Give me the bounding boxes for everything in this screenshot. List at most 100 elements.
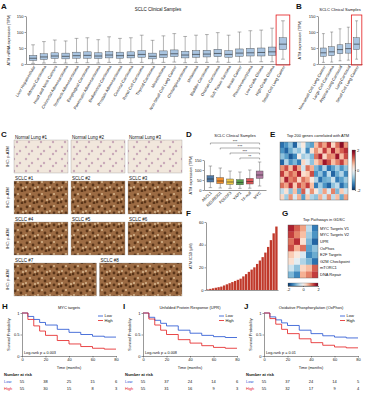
survival-curve	[143, 313, 237, 348]
bar	[231, 282, 233, 290]
whisker-cap	[259, 61, 263, 62]
cell	[300, 252, 306, 259]
panel-letter: F	[186, 209, 191, 218]
cell	[284, 183, 288, 189]
cell	[327, 194, 331, 200]
panel-letter: A	[1, 2, 7, 11]
cell	[280, 159, 284, 165]
median	[227, 182, 234, 183]
tick-label: 0.5	[135, 332, 141, 337]
tick-label: 0	[357, 168, 360, 173]
cell	[331, 165, 335, 171]
cell	[288, 265, 294, 272]
cell	[301, 188, 305, 194]
legend-label: High	[105, 318, 113, 323]
whisker-cap	[42, 41, 46, 42]
box	[192, 51, 200, 58]
cell	[293, 183, 297, 189]
tick-mark	[142, 313, 144, 314]
axis-line	[143, 314, 144, 357]
cell	[340, 194, 344, 200]
cell	[344, 165, 348, 171]
bar	[237, 280, 239, 290]
bar	[228, 283, 230, 290]
cell	[314, 142, 318, 148]
tick-label: 60	[333, 357, 338, 362]
median	[181, 55, 189, 56]
median	[116, 55, 124, 56]
panel-letter: D	[186, 130, 192, 139]
median	[29, 58, 37, 59]
whisker-cap	[258, 186, 261, 187]
cell	[306, 252, 312, 259]
bar	[275, 227, 277, 290]
cell	[297, 165, 301, 171]
axis-title: Survival Probability	[7, 318, 11, 350]
cell	[312, 252, 318, 259]
tick: 0.5	[135, 332, 143, 337]
box	[354, 38, 360, 50]
cell	[344, 159, 348, 165]
risk-count: 55	[262, 379, 267, 384]
median	[354, 44, 360, 45]
cell	[318, 148, 322, 154]
tick: 80	[114, 356, 119, 362]
tick: 60	[199, 220, 206, 225]
cell	[288, 238, 294, 245]
cell	[327, 188, 331, 194]
cell	[318, 177, 322, 183]
whisker-cap	[209, 166, 212, 167]
tick: 60	[91, 356, 96, 362]
cell	[280, 194, 284, 200]
cell	[331, 148, 335, 154]
cell	[306, 232, 312, 239]
panel: 0204060ATM IC50 (μM)	[189, 220, 279, 293]
cell	[323, 188, 327, 194]
tick-label: 50	[197, 178, 202, 183]
tick-mark	[21, 335, 23, 336]
risk-row-label: High	[125, 386, 133, 391]
box	[227, 179, 234, 184]
cell	[306, 183, 310, 189]
side-label: IHC: p-ATM	[5, 228, 10, 249]
tick-label: 80	[235, 357, 240, 362]
whisker-cap	[281, 20, 285, 21]
axis-title: Time (months)	[299, 366, 324, 370]
median	[84, 55, 92, 56]
cell	[314, 188, 318, 194]
box	[94, 53, 102, 59]
bar	[264, 253, 266, 290]
cell	[306, 165, 310, 171]
marks	[288, 225, 318, 278]
cell	[312, 245, 318, 252]
tick: 1	[138, 311, 143, 316]
cell	[301, 177, 305, 183]
median	[279, 44, 287, 45]
risk-title: Number at risk	[125, 372, 154, 377]
row-label: OxPhos	[320, 246, 334, 251]
box	[246, 178, 253, 184]
whisker-cap	[227, 35, 231, 36]
ihc-image	[14, 140, 68, 173]
tick-label: 0	[302, 287, 305, 292]
side-label: IHC: p-ATM	[5, 187, 10, 208]
whisker	[141, 35, 142, 62]
cell	[284, 194, 288, 200]
cell	[323, 183, 327, 189]
tick-mark	[21, 313, 23, 314]
cell	[306, 159, 310, 165]
legend-swatch	[219, 316, 224, 317]
ihc-image	[128, 140, 182, 173]
cell	[280, 183, 284, 189]
box	[116, 52, 124, 58]
p-value: Log-rank p = 0.01	[266, 351, 296, 355]
tick-label: 100	[17, 30, 24, 35]
bar	[209, 289, 211, 290]
cell	[280, 142, 284, 148]
axis-line	[22, 314, 23, 357]
risk-count: 31	[164, 386, 169, 391]
row-label: G2M Checkpoint	[320, 259, 351, 264]
whisker-cap	[162, 62, 166, 63]
whisker	[261, 30, 262, 62]
whisker-cap	[248, 30, 252, 31]
